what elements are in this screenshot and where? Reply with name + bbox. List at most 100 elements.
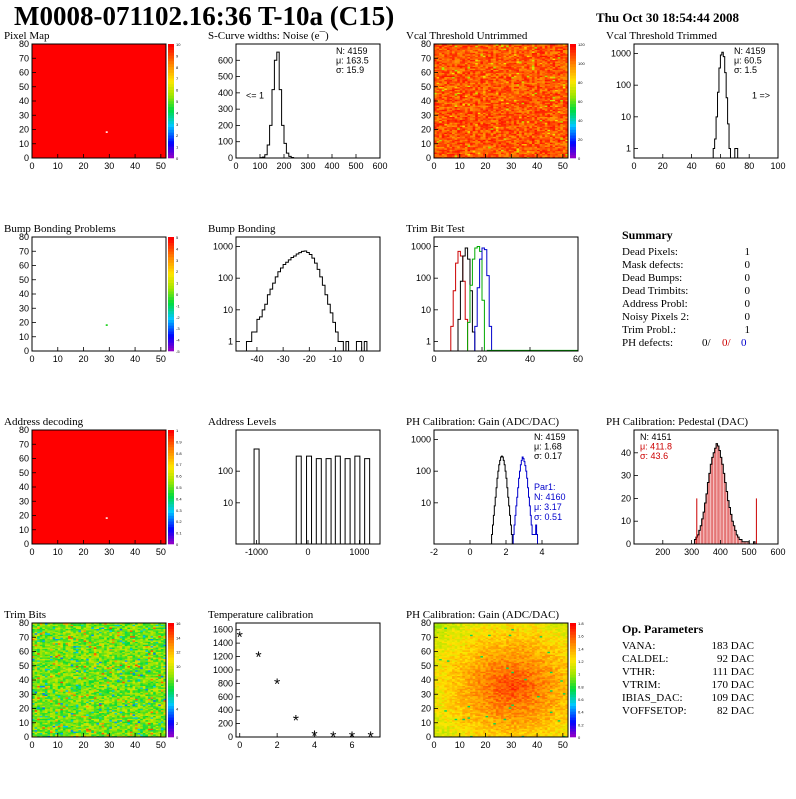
x-tick-label: 30 (104, 547, 114, 557)
peak (326, 459, 331, 544)
histogram-bin (713, 453, 714, 544)
color-scale-step (570, 50, 576, 53)
color-scale-step (168, 325, 174, 328)
color-scale-step (168, 305, 174, 308)
color-scale-step (168, 64, 174, 67)
histogram-bin (715, 448, 716, 544)
y-tick-label: 80 (19, 425, 29, 435)
x-tick-label: 10 (53, 354, 63, 364)
y-tick-label: 10 (19, 332, 29, 342)
color-scale-bar: 00.10.20.30.40.50.60.70.80.91 (168, 428, 182, 547)
color-scale-step (168, 484, 174, 487)
y-tick-label: 10 (421, 139, 431, 149)
x-tick-label: 0 (233, 161, 238, 171)
color-scale-step (168, 130, 174, 133)
color-scale-step (168, 141, 174, 144)
x-tick-label: 40 (130, 354, 140, 364)
color-scale-step (570, 87, 576, 90)
x-tick-label: 20 (79, 354, 89, 364)
y-tick-label: 1 (426, 336, 431, 346)
color-scale-step (168, 348, 174, 351)
x-tick-label: 50 (156, 354, 166, 364)
color-scale-step (168, 308, 174, 311)
x-tick-label: 60 (715, 161, 725, 171)
y-tick-label: 100 (416, 466, 431, 476)
x-tick-label: 30 (104, 354, 114, 364)
color-scale-step (570, 64, 576, 67)
heatmap-fill (32, 430, 166, 544)
color-scale-label: -3 (176, 326, 180, 331)
color-scale-step (168, 147, 174, 150)
color-scale-step (168, 498, 174, 501)
color-scale-step (168, 90, 174, 93)
x-tick-label: 100 (252, 161, 267, 171)
color-scale-label: 0.8 (176, 451, 182, 456)
plot-area (260, 52, 294, 158)
stat-line: σ: 0.51 (534, 512, 562, 522)
x-tick-label: 0 (29, 161, 34, 171)
color-scale-label: -1 (176, 303, 180, 308)
color-scale-step (570, 135, 576, 138)
x-tick-label: 20 (481, 161, 491, 171)
color-scale-step (168, 524, 174, 527)
y-tick-label: 20 (19, 511, 29, 521)
color-scale-label: 0 (176, 156, 179, 161)
color-scale-label: 0 (578, 156, 581, 161)
color-scale-step (168, 110, 174, 113)
color-scale-step (168, 274, 174, 277)
y-tick-label: 20 (621, 493, 631, 503)
color-scale-step (168, 303, 174, 306)
color-scale-step (168, 144, 174, 147)
color-scale-label: 9 (176, 53, 179, 58)
color-scale-step (570, 95, 576, 98)
histogram-bin (719, 451, 720, 544)
color-scale-step (570, 144, 576, 147)
dead-pixel (106, 517, 108, 519)
y-tick-label: 30 (621, 471, 631, 481)
color-scale-step (168, 456, 174, 459)
color-scale-step (168, 138, 174, 141)
x-tick-label: 20 (658, 161, 668, 171)
heatmap-cells (32, 430, 166, 544)
color-scale-step (570, 104, 576, 107)
y-tick-label: 100 (218, 273, 233, 283)
color-scale-step (168, 481, 174, 484)
color-scale-step (168, 127, 174, 130)
color-scale-step (168, 504, 174, 507)
color-scale-step (168, 149, 174, 152)
x-tick-label: 0 (631, 161, 636, 171)
color-scale-step (570, 92, 576, 95)
color-scale-step (168, 55, 174, 58)
color-scale-label: 3 (176, 122, 179, 127)
x-tick-label: 1000 (349, 547, 369, 557)
color-scale-step (168, 78, 174, 81)
y-tick-label: 10 (621, 516, 631, 526)
color-scale-step (168, 104, 174, 107)
y-tick-label: 60 (421, 68, 431, 78)
color-scale-label: 3 (176, 258, 179, 263)
color-scale-step (168, 447, 174, 450)
color-scale-label: 0.7 (176, 462, 182, 467)
y-tick-label: 1000 (213, 242, 233, 252)
y-tick-label: 30 (19, 303, 29, 313)
y-tick-label: 0 (24, 346, 29, 356)
x-tick-label: 600 (372, 161, 387, 171)
color-scale-step (168, 283, 174, 286)
stat-line: Par1: (534, 482, 556, 492)
stat-line: μ: 60.5 (734, 56, 762, 66)
color-scale-label: 40 (578, 118, 583, 123)
x-tick-label: 0 (431, 161, 436, 171)
annotation: 1 => (752, 91, 770, 101)
